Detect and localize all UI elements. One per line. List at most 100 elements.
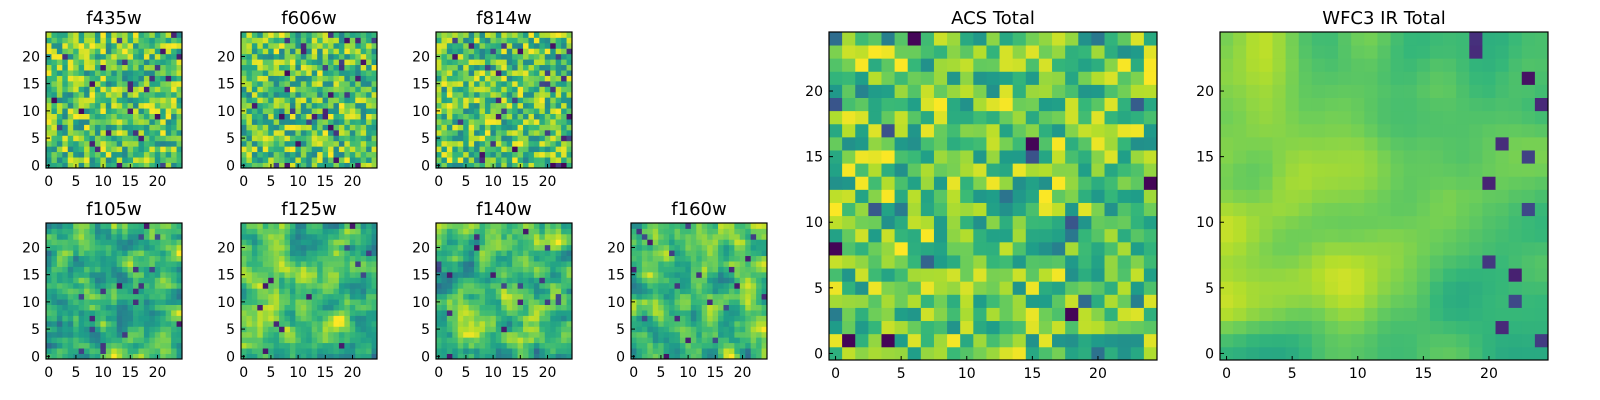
heatmap-cell	[555, 75, 562, 82]
heatmap-cell	[501, 293, 508, 300]
heatmap-cell	[127, 157, 134, 163]
heatmap-cell	[539, 70, 546, 76]
heatmap-cell	[154, 135, 161, 142]
heatmap-cell	[490, 124, 497, 131]
heatmap-cell	[122, 53, 128, 60]
heatmap-cell	[636, 310, 643, 316]
heatmap-cell	[138, 48, 145, 55]
heatmap-cell	[539, 244, 546, 251]
heatmap-cell	[257, 162, 264, 169]
heatmap-cell	[154, 261, 161, 267]
heatmap-cell	[452, 135, 459, 142]
heatmap-cell	[349, 146, 356, 153]
heatmap-cell	[728, 271, 735, 278]
heatmap-cell	[89, 244, 96, 251]
heatmap-cell	[284, 140, 291, 147]
heatmap-cell	[149, 293, 156, 300]
heatmap-cell	[1052, 136, 1066, 151]
heatmap-cell	[894, 307, 909, 322]
heatmap-cell	[241, 315, 247, 322]
heatmap-cell	[1038, 228, 1053, 243]
heatmap-cell	[160, 266, 167, 273]
heatmap-cell	[246, 233, 253, 240]
heatmap-cell	[512, 348, 518, 354]
heatmap-cell	[94, 228, 101, 235]
heatmap-cell	[960, 320, 974, 335]
heatmap-cell	[484, 75, 491, 82]
heatmap-cell	[105, 151, 112, 158]
heatmap-cell	[311, 223, 318, 229]
heatmap-cell	[116, 32, 123, 38]
heatmap-cell	[484, 42, 491, 49]
heatmap-cell	[105, 140, 112, 147]
heatmap-cell	[712, 271, 719, 278]
heatmap-cell	[311, 282, 318, 289]
heatmap-cell	[1025, 281, 1040, 295]
heatmap-cell	[251, 239, 258, 246]
heatmap-cell	[561, 75, 567, 82]
heatmap-cell	[349, 48, 356, 55]
heatmap-cell	[663, 304, 670, 311]
y-tick-label: 10	[217, 295, 235, 311]
heatmap-cell	[289, 80, 296, 87]
heatmap-cell	[73, 129, 80, 136]
heatmap-cell	[739, 299, 746, 305]
heatmap-cell	[246, 348, 253, 354]
heatmap-cell	[441, 353, 448, 360]
heatmap-cell	[663, 293, 670, 300]
heatmap-cell	[1038, 320, 1053, 335]
heatmap-cell	[149, 108, 156, 114]
heatmap-cell	[176, 250, 183, 257]
heatmap-cell	[512, 244, 518, 251]
heatmap-cell	[355, 113, 362, 120]
heatmap-cell	[723, 244, 730, 251]
heatmap-cell	[317, 271, 323, 278]
heatmap-cell	[289, 157, 296, 163]
heatmap-cell	[555, 119, 562, 125]
heatmap-cell	[441, 146, 448, 153]
heatmap-cell	[468, 353, 475, 360]
heatmap-cell	[641, 310, 648, 316]
heatmap-cell	[855, 268, 869, 282]
heatmap-cell	[1078, 294, 1092, 308]
heatmap-cell	[133, 310, 139, 316]
heatmap-cell	[685, 255, 692, 262]
heatmap-cell	[349, 315, 356, 322]
heatmap-cell	[78, 64, 85, 71]
heatmap-cell	[999, 189, 1014, 203]
heatmap-cell	[506, 353, 513, 360]
heatmap-cell	[116, 288, 123, 295]
heatmap-cell	[539, 293, 546, 300]
heatmap-cell	[960, 150, 974, 164]
heatmap-cell	[149, 261, 156, 267]
heatmap-cell	[663, 310, 670, 316]
heatmap-cell	[718, 304, 724, 311]
heatmap-cell	[371, 59, 378, 66]
heatmap-cell	[441, 129, 448, 136]
heatmap-cell	[62, 310, 69, 316]
heatmap-cell	[960, 163, 974, 177]
heatmap-cell	[658, 342, 665, 349]
heatmap-cell	[528, 266, 535, 273]
heatmap-cell	[300, 37, 307, 44]
heatmap-cell	[138, 348, 145, 354]
heatmap-cell	[490, 42, 497, 49]
heatmap-cell	[457, 140, 464, 147]
heatmap-cell	[360, 97, 367, 104]
heatmap-cell	[701, 293, 708, 300]
heatmap-cell	[122, 37, 128, 44]
heatmap-cell	[122, 315, 128, 322]
heatmap-cell	[707, 353, 713, 360]
heatmap-cell	[484, 277, 491, 284]
heatmap-cell	[306, 288, 313, 295]
heatmap-cell	[366, 146, 372, 153]
heatmap-cell	[355, 151, 362, 158]
heatmap-cell	[328, 32, 334, 38]
heatmap-cell	[89, 59, 96, 66]
heatmap-cell	[739, 266, 746, 273]
heatmap-cell	[750, 331, 757, 338]
heatmap-cell	[138, 315, 145, 322]
heatmap-cell	[138, 320, 145, 327]
heatmap-cell	[246, 151, 253, 158]
